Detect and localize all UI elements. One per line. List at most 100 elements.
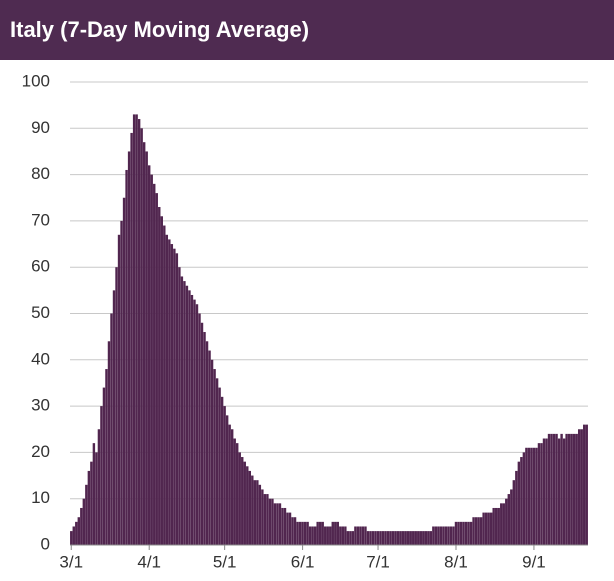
bar xyxy=(464,521,468,545)
bar xyxy=(512,480,516,545)
bar xyxy=(432,526,435,545)
bar xyxy=(427,531,430,545)
bar xyxy=(467,521,470,545)
bar xyxy=(462,521,465,545)
x-tick-label: 9/1 xyxy=(522,552,546,571)
bar xyxy=(125,169,128,545)
bar xyxy=(527,447,531,545)
bar xyxy=(356,526,360,545)
bar xyxy=(102,387,106,545)
bar xyxy=(135,114,138,545)
bar xyxy=(434,526,438,545)
bar xyxy=(142,142,146,545)
bar xyxy=(545,438,548,545)
bar xyxy=(90,461,93,545)
bar xyxy=(570,433,573,545)
bar xyxy=(140,128,143,546)
y-tick-label: 70 xyxy=(31,210,50,229)
bar xyxy=(391,531,395,545)
bar xyxy=(339,526,342,545)
bar xyxy=(243,461,246,545)
bar xyxy=(105,369,108,545)
bar xyxy=(583,424,586,545)
bar xyxy=(532,447,536,545)
bar xyxy=(364,526,367,545)
bar xyxy=(195,304,199,545)
bar xyxy=(389,531,392,545)
bar xyxy=(198,313,201,545)
bar xyxy=(537,443,541,545)
bar xyxy=(479,517,483,545)
bar xyxy=(193,299,196,545)
bar xyxy=(560,433,563,545)
bar xyxy=(236,443,239,545)
bar xyxy=(510,489,513,545)
bar xyxy=(72,526,75,545)
bar xyxy=(283,507,287,545)
bar xyxy=(344,526,347,545)
bar xyxy=(316,521,319,545)
bar xyxy=(535,447,538,545)
bar xyxy=(225,415,229,545)
bar xyxy=(215,378,219,545)
bar xyxy=(447,526,450,545)
bar xyxy=(188,290,191,545)
bar xyxy=(130,132,133,545)
bar xyxy=(457,521,460,545)
chart-title: Italy (7-Day Moving Average) xyxy=(10,17,309,42)
bar xyxy=(366,531,370,545)
bar xyxy=(205,341,209,545)
bar xyxy=(80,507,83,545)
bar xyxy=(409,531,412,545)
bar xyxy=(173,248,176,545)
bar xyxy=(112,290,116,545)
bar xyxy=(565,433,568,545)
bar xyxy=(497,507,500,545)
bar xyxy=(263,494,267,545)
header-band xyxy=(0,0,614,60)
bar xyxy=(492,507,495,545)
bar xyxy=(351,531,355,545)
bar xyxy=(313,526,317,545)
bar xyxy=(97,429,101,545)
bar xyxy=(82,498,86,545)
bar xyxy=(281,507,284,545)
bar xyxy=(251,475,254,545)
bar xyxy=(585,424,588,545)
y-tick-label: 30 xyxy=(31,396,50,415)
bar xyxy=(530,447,533,545)
bar xyxy=(354,526,357,545)
bar xyxy=(273,503,277,545)
bar xyxy=(95,452,98,545)
bar xyxy=(371,531,375,545)
bar xyxy=(253,480,257,545)
bar xyxy=(507,494,510,545)
y-tick-label: 80 xyxy=(31,164,50,183)
bar xyxy=(417,531,420,545)
bar xyxy=(349,531,352,545)
bar xyxy=(256,480,259,545)
bar xyxy=(238,452,241,545)
bar xyxy=(155,193,158,545)
bar xyxy=(213,369,216,545)
bar xyxy=(500,503,503,545)
bar xyxy=(223,406,226,545)
bar xyxy=(200,322,204,545)
bar xyxy=(286,512,289,545)
bar xyxy=(92,443,96,545)
bar xyxy=(374,531,377,545)
bar xyxy=(557,438,561,545)
bar xyxy=(258,484,262,545)
y-tick-label: 90 xyxy=(31,118,50,137)
y-tick-label: 50 xyxy=(31,303,50,322)
bar xyxy=(334,521,337,545)
bar xyxy=(469,521,473,545)
bar xyxy=(150,174,153,545)
bar xyxy=(306,521,309,545)
bar xyxy=(454,521,458,545)
y-tick-label: 100 xyxy=(22,71,50,90)
bar xyxy=(137,119,141,545)
y-tick-label: 60 xyxy=(31,257,50,276)
bar xyxy=(298,521,302,545)
